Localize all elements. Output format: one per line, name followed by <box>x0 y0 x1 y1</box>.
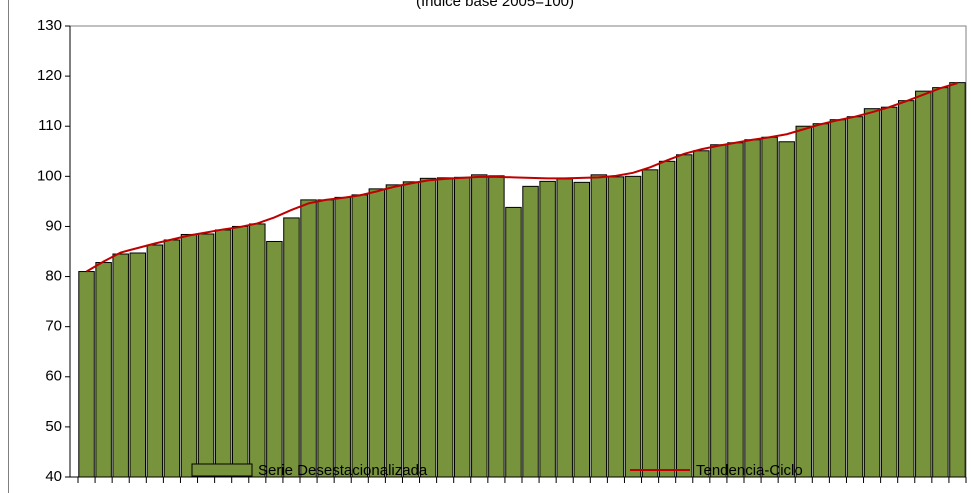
bar <box>744 139 761 478</box>
bar <box>624 175 642 478</box>
bar <box>846 116 864 478</box>
bar <box>727 142 744 478</box>
bar <box>505 206 522 478</box>
bar <box>641 169 659 478</box>
bar <box>795 125 813 478</box>
bar <box>180 233 198 478</box>
y-tick-label: 60 <box>45 368 62 385</box>
y-tick-label: 70 <box>45 318 62 335</box>
bar <box>915 90 932 478</box>
bar <box>402 181 420 478</box>
bar <box>283 217 300 478</box>
bar <box>812 123 830 478</box>
y-tick-label: 130 <box>37 17 62 34</box>
y-tick-label: 120 <box>37 67 62 84</box>
y-tick-label: 110 <box>38 117 62 134</box>
bar <box>897 100 915 478</box>
bar <box>675 154 693 478</box>
bar <box>163 239 181 478</box>
bar <box>334 196 351 478</box>
bar <box>761 136 778 478</box>
y-tick-label: 100 <box>37 167 62 184</box>
bar <box>214 229 232 478</box>
bar <box>693 150 710 478</box>
bar <box>778 141 795 478</box>
bar <box>829 119 847 478</box>
bar <box>385 184 403 478</box>
bar <box>522 185 539 478</box>
bar <box>317 199 334 478</box>
bar <box>78 271 95 478</box>
trend-line <box>86 82 958 273</box>
bar <box>863 108 881 478</box>
bar <box>607 176 625 478</box>
bar <box>453 176 471 478</box>
y-tick-label: 90 <box>45 217 62 234</box>
bar <box>932 87 949 478</box>
bar <box>129 252 147 478</box>
bar <box>710 144 727 478</box>
bar <box>300 199 317 478</box>
y-tick-label: 80 <box>45 268 62 285</box>
bar <box>112 253 129 478</box>
y-tick-label: 50 <box>45 418 62 435</box>
chart-subtitle: (Indice base 2005=100) <box>416 0 574 10</box>
bar <box>95 262 112 478</box>
bar <box>880 106 898 478</box>
bar <box>488 175 505 478</box>
bar <box>658 160 676 478</box>
bar <box>471 174 488 478</box>
legend-swatch <box>191 463 253 477</box>
y-tick-label: 40 <box>45 468 62 485</box>
bar <box>146 244 164 478</box>
legend-label: Serie Desestacionalizada <box>258 462 428 479</box>
bar <box>266 240 283 478</box>
bar <box>573 181 591 478</box>
bar <box>539 180 556 478</box>
bar <box>351 194 369 478</box>
bar <box>249 223 266 478</box>
bar <box>231 225 249 478</box>
bar <box>949 82 966 478</box>
legend-label: Tendencia-Ciclo <box>696 462 803 479</box>
bar <box>590 174 608 478</box>
bar <box>436 177 454 478</box>
bar <box>368 188 386 478</box>
bar <box>556 178 573 478</box>
bar <box>197 233 215 478</box>
bar <box>419 177 437 478</box>
